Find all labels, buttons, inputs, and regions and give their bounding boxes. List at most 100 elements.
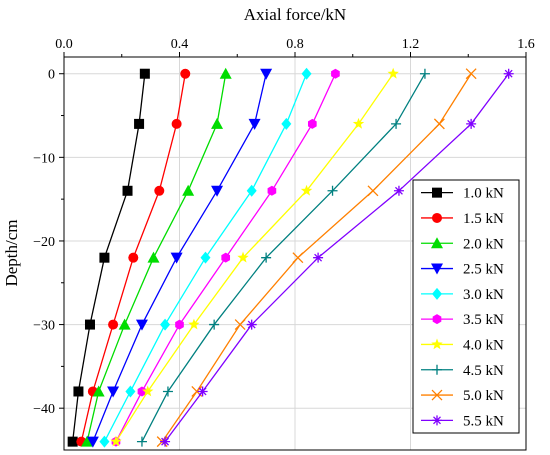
x-tick-label: 1.6 [517, 37, 535, 52]
legend-label: 4.0 kN [463, 337, 504, 353]
x-axis-title: Axial force/kN [244, 5, 346, 24]
legend-item: 3.5 kN [421, 312, 504, 328]
data-point [211, 117, 224, 129]
data-point [433, 118, 445, 130]
data-point [92, 385, 105, 397]
legend: 1.0 kN 1.5 kN 2.0 kN 2.5 kN 3.0 kN 3.5 kN 4.0 … [412, 179, 520, 434]
legend-item: 5.0 kN [421, 388, 504, 404]
legend-marker [432, 415, 442, 426]
data-point [107, 386, 120, 398]
data-point [219, 67, 232, 79]
series-4_5-kN [136, 68, 430, 447]
legend-item: 1.5 kN [421, 211, 504, 227]
data-point [391, 118, 402, 129]
data-point [419, 68, 430, 79]
data-point [261, 252, 272, 263]
y-axis-title: Depth/cm [2, 219, 21, 286]
data-point [128, 252, 139, 263]
legend-marker [432, 314, 442, 325]
data-point [160, 318, 171, 331]
data-point [234, 319, 246, 331]
legend-label: 2.0 kN [463, 236, 504, 252]
data-point [125, 385, 136, 398]
series-2_5-kN [86, 68, 273, 448]
y-tick-label: 0 [48, 68, 55, 83]
legend-marker [432, 364, 442, 375]
data-point [142, 385, 154, 397]
legend-item: 4.0 kN [421, 337, 504, 353]
legend-label: 5.5 kN [463, 413, 504, 429]
legend-label: 2.5 kN [463, 262, 504, 278]
legend-label: 5.0 kN [463, 388, 504, 404]
axes-layer: 0.0 0.4 0.8 1.2 1.6 0 −10 −20 −30 −40 [33, 37, 535, 417]
data-point [503, 68, 514, 79]
legend-item: 3.0 kN [421, 287, 504, 303]
legend-marker [432, 212, 442, 223]
data-point [313, 252, 324, 263]
legend-marker [432, 187, 442, 198]
data-point [246, 319, 257, 330]
legend-item: 1.0 kN [421, 186, 504, 202]
data-point [211, 185, 224, 197]
data-point [209, 319, 220, 330]
legend-label: 3.0 kN [463, 287, 504, 303]
data-point [86, 436, 99, 448]
data-point [248, 118, 261, 130]
data-point [300, 184, 313, 196]
legend-label: 1.0 kN [463, 186, 504, 202]
data-point [260, 68, 273, 80]
data-point [221, 252, 231, 263]
series-5_5-kN [160, 68, 514, 447]
data-point [465, 68, 477, 80]
data-point [246, 184, 257, 197]
legend-label: 1.5 kN [463, 211, 504, 227]
data-point [367, 185, 379, 197]
data-point [188, 318, 200, 330]
data-point [292, 252, 304, 264]
data-point [301, 67, 312, 80]
data-point [118, 318, 131, 330]
series-1_0-kN [67, 68, 150, 447]
y-tick-label: −30 [33, 319, 55, 334]
y-tick-label: −10 [33, 151, 55, 166]
data-point [182, 184, 195, 196]
x-tick-label: 0.8 [286, 37, 304, 52]
data-point [331, 68, 340, 79]
legend-item: 4.5 kN [421, 363, 504, 379]
x-tick-label: 0.4 [171, 37, 189, 52]
data-point [162, 386, 173, 397]
y-tick-label: −20 [33, 235, 55, 250]
data-point [135, 319, 148, 331]
data-point [197, 386, 208, 397]
data-point [267, 185, 277, 196]
data-point [160, 436, 171, 447]
data-point [134, 118, 145, 129]
legend-item: 2.0 kN [421, 236, 504, 252]
data-point [139, 68, 150, 79]
series-1_5-kN [76, 68, 191, 447]
data-point [352, 117, 365, 129]
data-point [122, 185, 133, 196]
legend-marker [431, 237, 443, 249]
data-point [200, 251, 211, 264]
data-point [237, 251, 249, 263]
data-point [136, 436, 147, 447]
series-3_0-kN [99, 67, 312, 448]
data-point [154, 185, 165, 196]
legend-marker [431, 263, 443, 275]
legend-marker [431, 338, 443, 350]
data-point [170, 252, 183, 264]
data-point [171, 118, 182, 129]
data-point [99, 435, 110, 448]
data-point [281, 117, 292, 130]
data-point [108, 319, 119, 330]
data-point [307, 118, 317, 129]
data-point [175, 319, 184, 330]
data-point [387, 67, 399, 79]
x-tick-label: 1.2 [402, 37, 420, 52]
data-point [327, 185, 338, 196]
legend-box [412, 179, 520, 434]
series-3_5-kN [111, 68, 340, 447]
legend-marker [432, 287, 442, 300]
